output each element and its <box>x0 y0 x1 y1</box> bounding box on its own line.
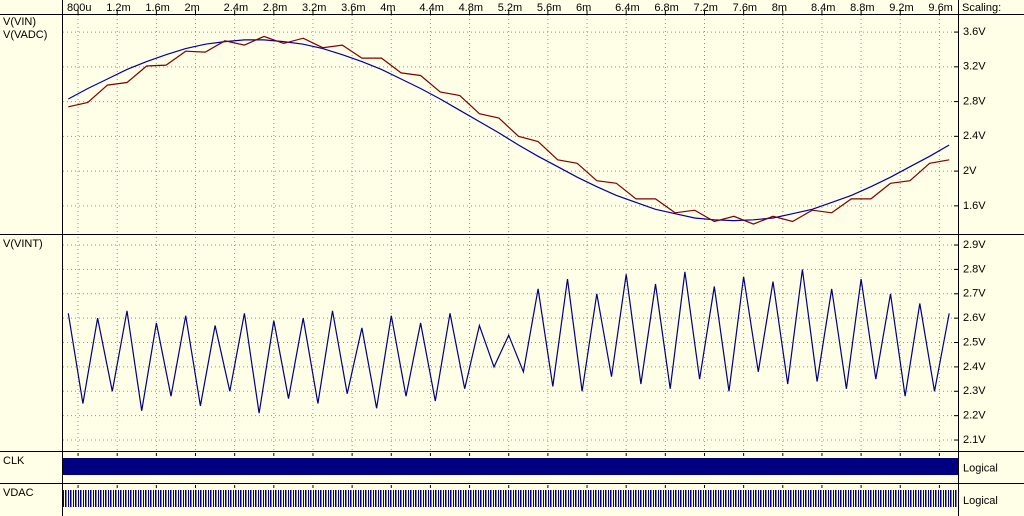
scaling-label: Scaling: <box>962 2 1001 14</box>
series-label: V(VADC) <box>3 29 47 41</box>
y-tick-label: 2.4V <box>963 361 986 373</box>
y-tick-label: 2.6V <box>963 312 986 324</box>
x-tick-label: 4m <box>380 2 395 14</box>
x-tick-label: 2.8m <box>263 2 287 14</box>
x-tick-label: 8.8m <box>850 2 874 14</box>
x-tick-label: 3.6m <box>341 2 365 14</box>
x-tick-label: 6.8m <box>654 2 678 14</box>
x-tick-label: 1.6m <box>145 2 169 14</box>
series-label: V(VIN) <box>3 16 36 28</box>
trace-label: CLK <box>3 455 25 467</box>
x-tick-label: 4.8m <box>459 2 483 14</box>
clk-waveform <box>63 458 958 475</box>
trace-label: VDAC <box>3 487 34 499</box>
series-label: V(VINT) <box>3 238 43 250</box>
x-tick-label: 6.4m <box>615 2 639 14</box>
y-tick-label: 2.5V <box>963 336 986 348</box>
x-tick-label: 5.2m <box>498 2 522 14</box>
y-tick-label: 2.4V <box>963 130 986 142</box>
y-tick-label: 1.6V <box>963 200 986 212</box>
x-tick-label: 9.6m <box>928 2 952 14</box>
waveform <box>68 39 950 222</box>
x-tick-label: 7.6m <box>733 2 757 14</box>
x-tick-label: 8m <box>772 2 787 14</box>
y-tick-label: 2.7V <box>963 288 986 300</box>
x-tick-label: 7.2m <box>693 2 717 14</box>
y-tick-label: 2.8V <box>963 95 986 107</box>
vdac-waveform <box>63 490 958 507</box>
scale-label: Logical <box>963 495 998 507</box>
x-tick-label: 6m <box>576 2 591 14</box>
y-tick-label: 2.1V <box>963 434 986 446</box>
y-tick-label: 2.2V <box>963 410 986 422</box>
scale-label: Logical <box>963 462 998 474</box>
x-tick-label: 8.4m <box>811 2 835 14</box>
x-tick-label: 5.6m <box>537 2 561 14</box>
x-tick-label: 9.2m <box>889 2 913 14</box>
x-tick-label: 3.2m <box>302 2 326 14</box>
x-tick-label: 2m <box>185 2 200 14</box>
waveform <box>68 35 950 225</box>
y-tick-label: 2.9V <box>963 239 986 251</box>
x-tick-label: 800u <box>67 2 91 14</box>
x-tick-label: 2.4m <box>224 2 248 14</box>
y-tick-label: 2.8V <box>963 263 986 275</box>
y-tick-label: 3.2V <box>963 61 986 73</box>
x-tick-label: 1.2m <box>106 2 130 14</box>
x-tick-label: 4.4m <box>419 2 443 14</box>
waveform <box>67 269 950 414</box>
y-tick-label: 3.6V <box>963 26 986 38</box>
y-tick-label: 2.3V <box>963 385 986 397</box>
y-tick-label: 2V <box>963 165 977 177</box>
